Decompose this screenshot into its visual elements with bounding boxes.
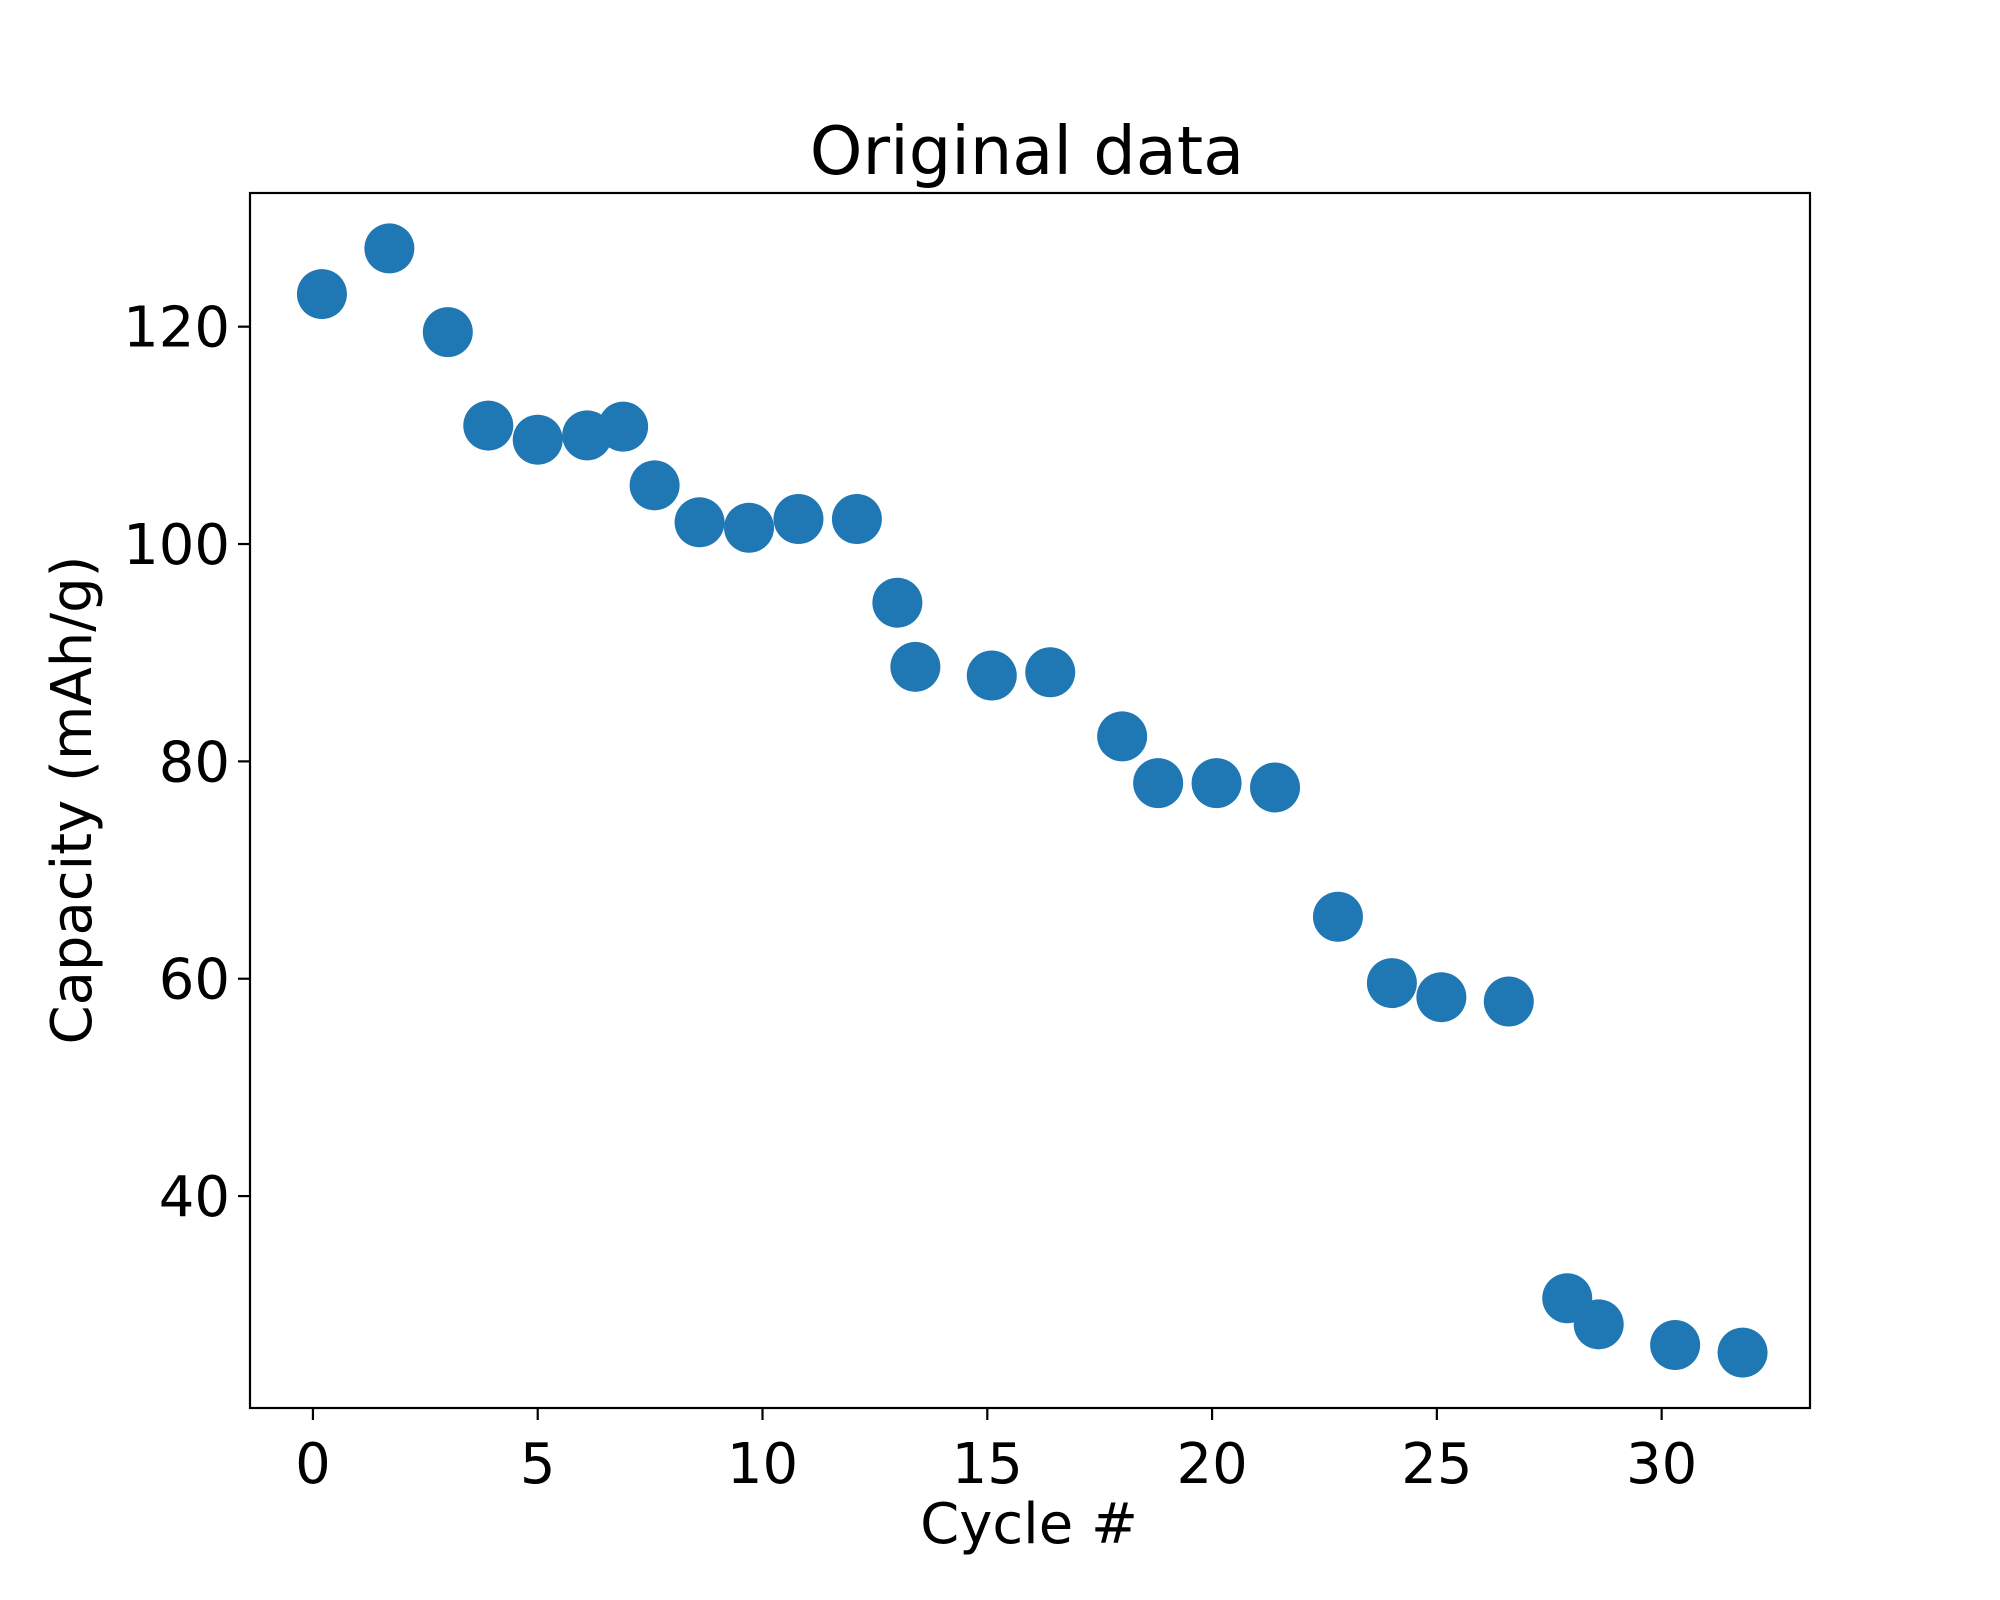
data-point xyxy=(1483,976,1534,1027)
y-axis: 40 60 80 100 120 xyxy=(123,296,250,1230)
data-point xyxy=(512,414,563,465)
x-axis-label: Cycle # xyxy=(920,1492,1138,1557)
x-tick-label: 30 xyxy=(1626,1432,1697,1497)
data-point xyxy=(463,400,514,451)
data-point xyxy=(1312,891,1363,942)
data-point xyxy=(1025,647,1076,698)
data-point xyxy=(1097,711,1148,762)
x-tick-label: 15 xyxy=(952,1432,1023,1497)
x-axis: 0 5 10 15 20 25 30 xyxy=(295,1408,1697,1497)
y-tick-label: 60 xyxy=(159,948,230,1013)
y-axis-label: Capacity (mAh/g) xyxy=(40,556,105,1045)
data-point xyxy=(966,650,1017,701)
y-tick-label: 120 xyxy=(123,296,230,361)
x-tick-label: 5 xyxy=(520,1432,556,1497)
data-point xyxy=(674,497,725,548)
data-point xyxy=(422,307,473,358)
x-tick-label: 25 xyxy=(1401,1432,1472,1497)
x-tick-label: 10 xyxy=(727,1432,798,1497)
y-tick-label: 40 xyxy=(159,1165,230,1230)
data-point xyxy=(1366,958,1417,1009)
data-point xyxy=(1133,758,1184,809)
data-point xyxy=(773,494,824,545)
x-tick-label: 20 xyxy=(1176,1432,1247,1497)
y-tick-label: 80 xyxy=(159,730,230,795)
data-point xyxy=(1250,762,1301,813)
points-layer xyxy=(296,223,1768,1378)
chart-title: Original data xyxy=(810,112,1244,190)
data-point xyxy=(296,269,347,320)
data-point xyxy=(890,641,941,692)
plot-frame xyxy=(248,191,1812,1410)
data-point xyxy=(629,460,680,511)
data-point xyxy=(1573,1299,1624,1350)
y-tick-label: 100 xyxy=(123,513,230,578)
data-point xyxy=(872,577,923,628)
data-point xyxy=(364,223,415,274)
data-point xyxy=(831,494,882,545)
data-point xyxy=(598,401,649,452)
data-point xyxy=(724,502,775,553)
data-point xyxy=(1717,1327,1768,1378)
x-tick-label: 0 xyxy=(295,1432,331,1497)
data-point xyxy=(1416,972,1467,1023)
data-point xyxy=(1191,758,1242,809)
data-point xyxy=(1650,1319,1701,1370)
